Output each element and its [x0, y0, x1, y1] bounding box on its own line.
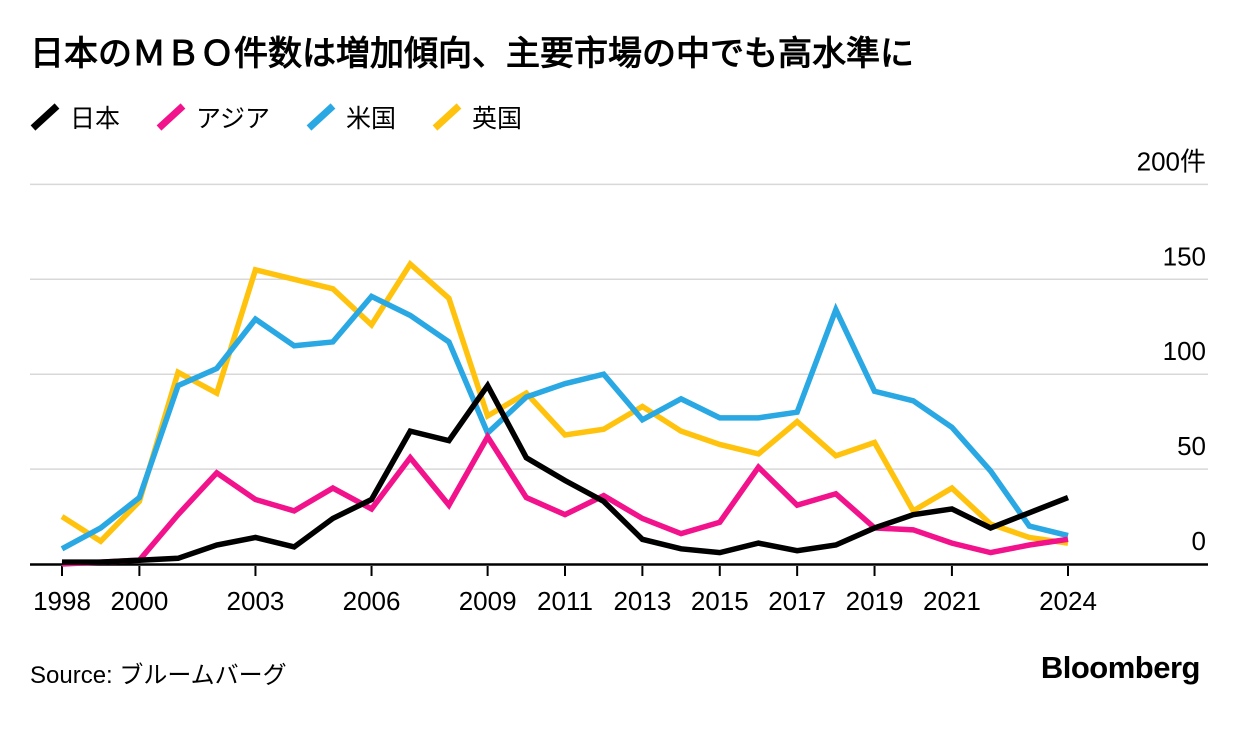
legend-label-asia: アジア — [196, 105, 271, 133]
y-axis-label: 0 — [1192, 526, 1206, 556]
x-axis-label: 2011 — [537, 586, 593, 616]
x-axis-label: 2024 — [1039, 586, 1097, 616]
legend-label-us: 米国 — [346, 105, 397, 133]
x-axis-label: 2013 — [613, 586, 671, 616]
x-axis-label: 2003 — [227, 586, 285, 616]
bloomberg-logo: Bloomberg — [1040, 650, 1201, 685]
x-axis-label: 2015 — [691, 586, 749, 616]
x-axis-label: 2000 — [110, 586, 168, 616]
x-axis-label: 2006 — [343, 586, 401, 616]
y-axis-label: 200件 — [1137, 146, 1206, 176]
y-axis-label: 150 — [1163, 241, 1206, 271]
y-axis-label: 50 — [1177, 431, 1206, 461]
legend-line-swatch-icon — [432, 103, 462, 131]
chart-title: 日本のＭＢＯ件数は増加傾向、主要市場の中でも高水準に — [30, 35, 914, 73]
legend-label-uk: 英国 — [472, 105, 523, 133]
x-axis-label: 2017 — [768, 586, 826, 616]
series-line-japan — [62, 380, 1070, 565]
x-axis-label: 2019 — [846, 586, 904, 616]
legend: 日本 アジア 米国 英国 — [30, 99, 522, 135]
legend-line-swatch-icon — [306, 103, 336, 131]
x-axis-label: 2021 — [923, 586, 981, 616]
legend-item-japan: 日本 — [30, 99, 120, 135]
legend-item-uk: 英国 — [432, 99, 522, 135]
legend-line-swatch-icon — [156, 103, 186, 131]
legend-line-swatch-icon — [30, 103, 60, 131]
legend-item-us: 米国 — [306, 99, 396, 135]
legend-item-asia: アジア — [156, 99, 270, 135]
x-axis-label: 2009 — [459, 586, 517, 616]
legend-label-japan: 日本 — [70, 105, 121, 133]
series-line-asia — [61, 431, 1069, 567]
y-axis-label: 100 — [1163, 336, 1206, 366]
x-axis-label: 1998 — [33, 586, 91, 616]
source-note: Source: ブルームバーグ — [30, 662, 287, 689]
series-line-us — [60, 292, 1069, 552]
